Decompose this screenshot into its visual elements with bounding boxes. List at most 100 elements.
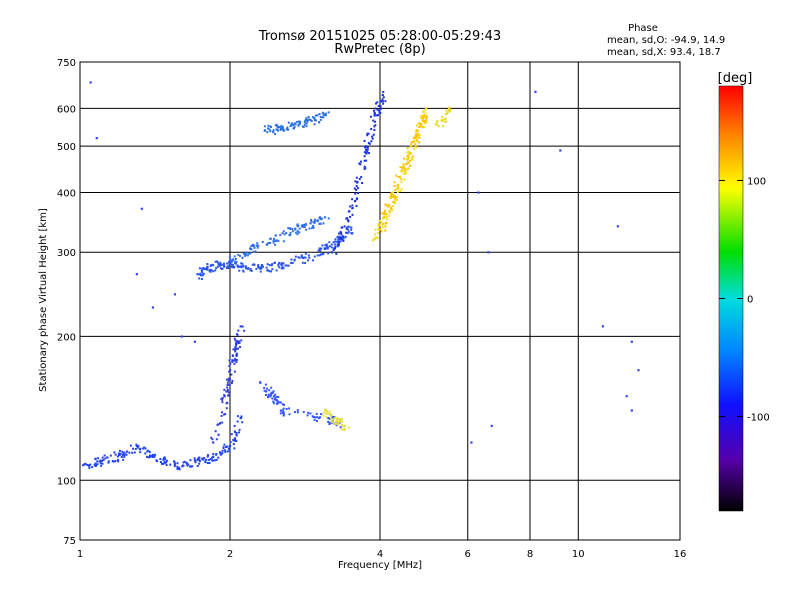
data-point (379, 105, 382, 108)
data-point (397, 187, 400, 190)
data-point (337, 235, 340, 238)
data-point (139, 448, 142, 451)
data-point (240, 266, 243, 269)
data-point (327, 252, 330, 255)
data-point (83, 463, 86, 466)
data-point (181, 465, 184, 468)
chart-subtitle: RwPretec (8p) (334, 42, 425, 57)
data-point (365, 152, 368, 155)
data-point (272, 129, 275, 132)
data-point (147, 449, 150, 452)
data-point (443, 118, 446, 121)
data-point (294, 231, 297, 234)
data-point (335, 424, 338, 427)
data-point (257, 244, 260, 247)
data-point (395, 196, 398, 199)
data-point (416, 137, 419, 140)
data-point (219, 451, 222, 454)
data-point (123, 453, 126, 456)
data-point (311, 227, 314, 230)
data-point (321, 253, 324, 256)
data-point (378, 219, 381, 222)
data-point (298, 231, 301, 234)
data-point (417, 134, 420, 137)
data-point (313, 418, 316, 421)
data-point (336, 423, 339, 426)
data-point (231, 266, 234, 269)
data-point (330, 414, 333, 417)
data-point (293, 126, 296, 129)
data-point (312, 416, 315, 419)
data-point (490, 424, 493, 428)
data-point (102, 458, 105, 461)
data-point (423, 126, 426, 129)
data-point (94, 457, 97, 460)
data-point (324, 244, 327, 247)
data-point (135, 444, 138, 448)
data-point (282, 240, 285, 243)
data-point (319, 118, 322, 121)
data-point (204, 268, 207, 271)
data-point (330, 243, 333, 246)
data-point (341, 226, 344, 229)
data-point (345, 226, 348, 229)
data-point (384, 100, 387, 103)
data-point (444, 113, 447, 116)
data-point (210, 459, 213, 462)
data-point (303, 223, 306, 226)
data-point (279, 412, 282, 415)
data-point (287, 128, 290, 131)
data-point (346, 232, 349, 235)
data-point (123, 451, 126, 454)
data-point (285, 264, 288, 267)
data-point (291, 227, 294, 230)
data-point (283, 413, 286, 416)
data-point (424, 108, 427, 111)
data-point (406, 155, 409, 158)
data-point (307, 411, 310, 414)
data-point (206, 263, 209, 266)
data-point (178, 466, 181, 469)
data-point (260, 266, 263, 269)
data-point (235, 342, 238, 345)
data-point (421, 120, 424, 123)
data-point (234, 339, 237, 342)
data-point (421, 116, 424, 119)
data-point (209, 270, 212, 273)
data-point (449, 108, 452, 111)
data-point (445, 112, 448, 115)
data-point (236, 415, 239, 418)
data-point (326, 412, 329, 415)
data-point (412, 140, 415, 143)
phase-box-line-o: mean, sd,O: -94.9, 14.9 (607, 35, 725, 46)
data-point (350, 232, 353, 235)
data-point (280, 124, 283, 127)
data-point (241, 421, 244, 424)
data-point (323, 411, 326, 414)
data-point (279, 128, 282, 131)
data-point (411, 155, 414, 158)
data-point (244, 265, 247, 268)
data-point (173, 465, 176, 468)
x-axis-ticks: 1 2 4 6 8 10 16 (77, 549, 687, 560)
data-point (394, 189, 397, 192)
data-point (418, 125, 421, 128)
data-point (404, 172, 407, 175)
data-point (332, 247, 335, 250)
data-point (319, 249, 322, 252)
data-point (376, 108, 379, 111)
data-point (235, 433, 238, 436)
data-point (234, 359, 237, 362)
data-point (215, 458, 218, 461)
data-point (96, 460, 99, 463)
data-point (384, 222, 387, 225)
data-point (314, 219, 317, 222)
data-point (271, 397, 274, 400)
data-point (323, 113, 327, 116)
data-point (244, 254, 247, 257)
data-point (400, 169, 403, 172)
data-point (333, 243, 336, 246)
data-point (342, 425, 345, 428)
data-point (208, 461, 211, 464)
data-point (373, 233, 376, 236)
